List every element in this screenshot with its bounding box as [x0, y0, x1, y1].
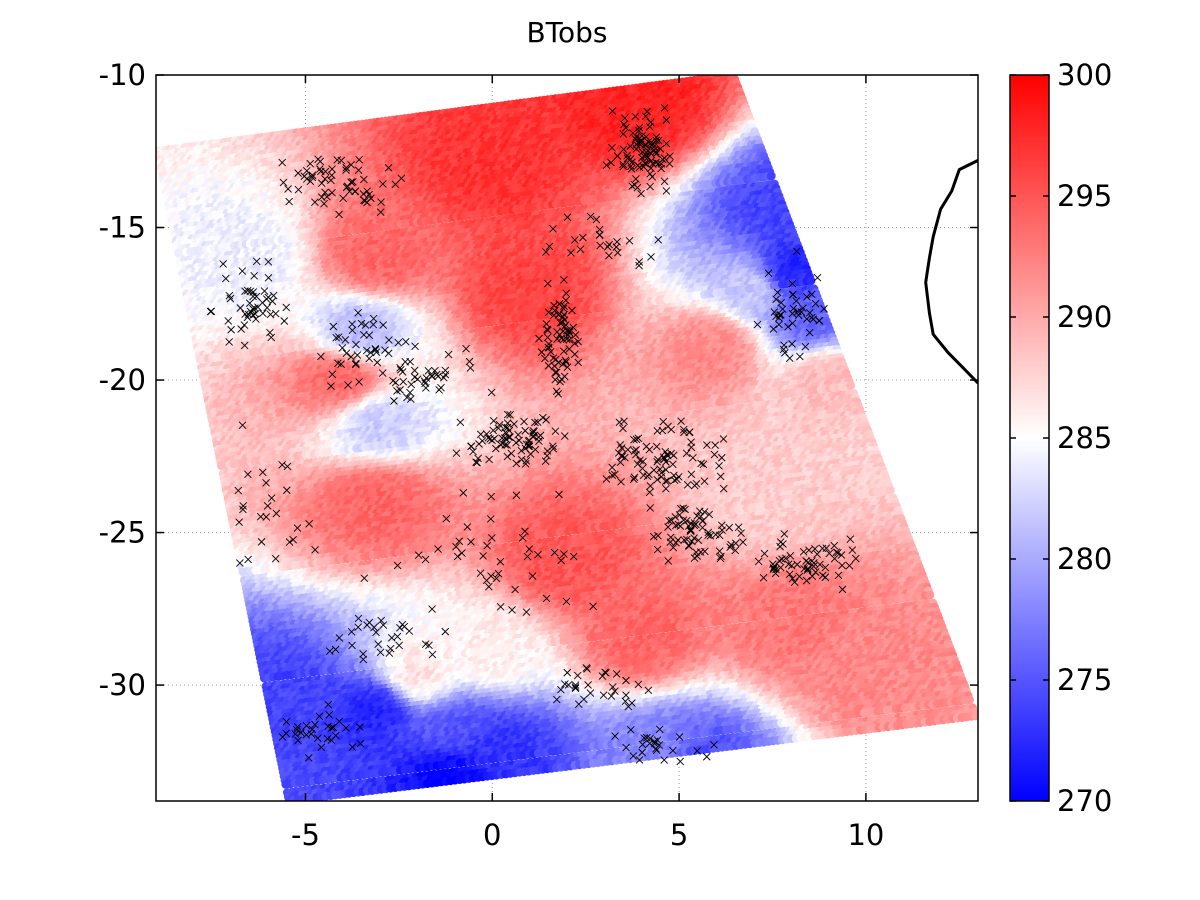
chart-title: BTobs — [526, 16, 607, 49]
swath-scatter — [156, 75, 978, 801]
swath-point — [766, 171, 776, 181]
